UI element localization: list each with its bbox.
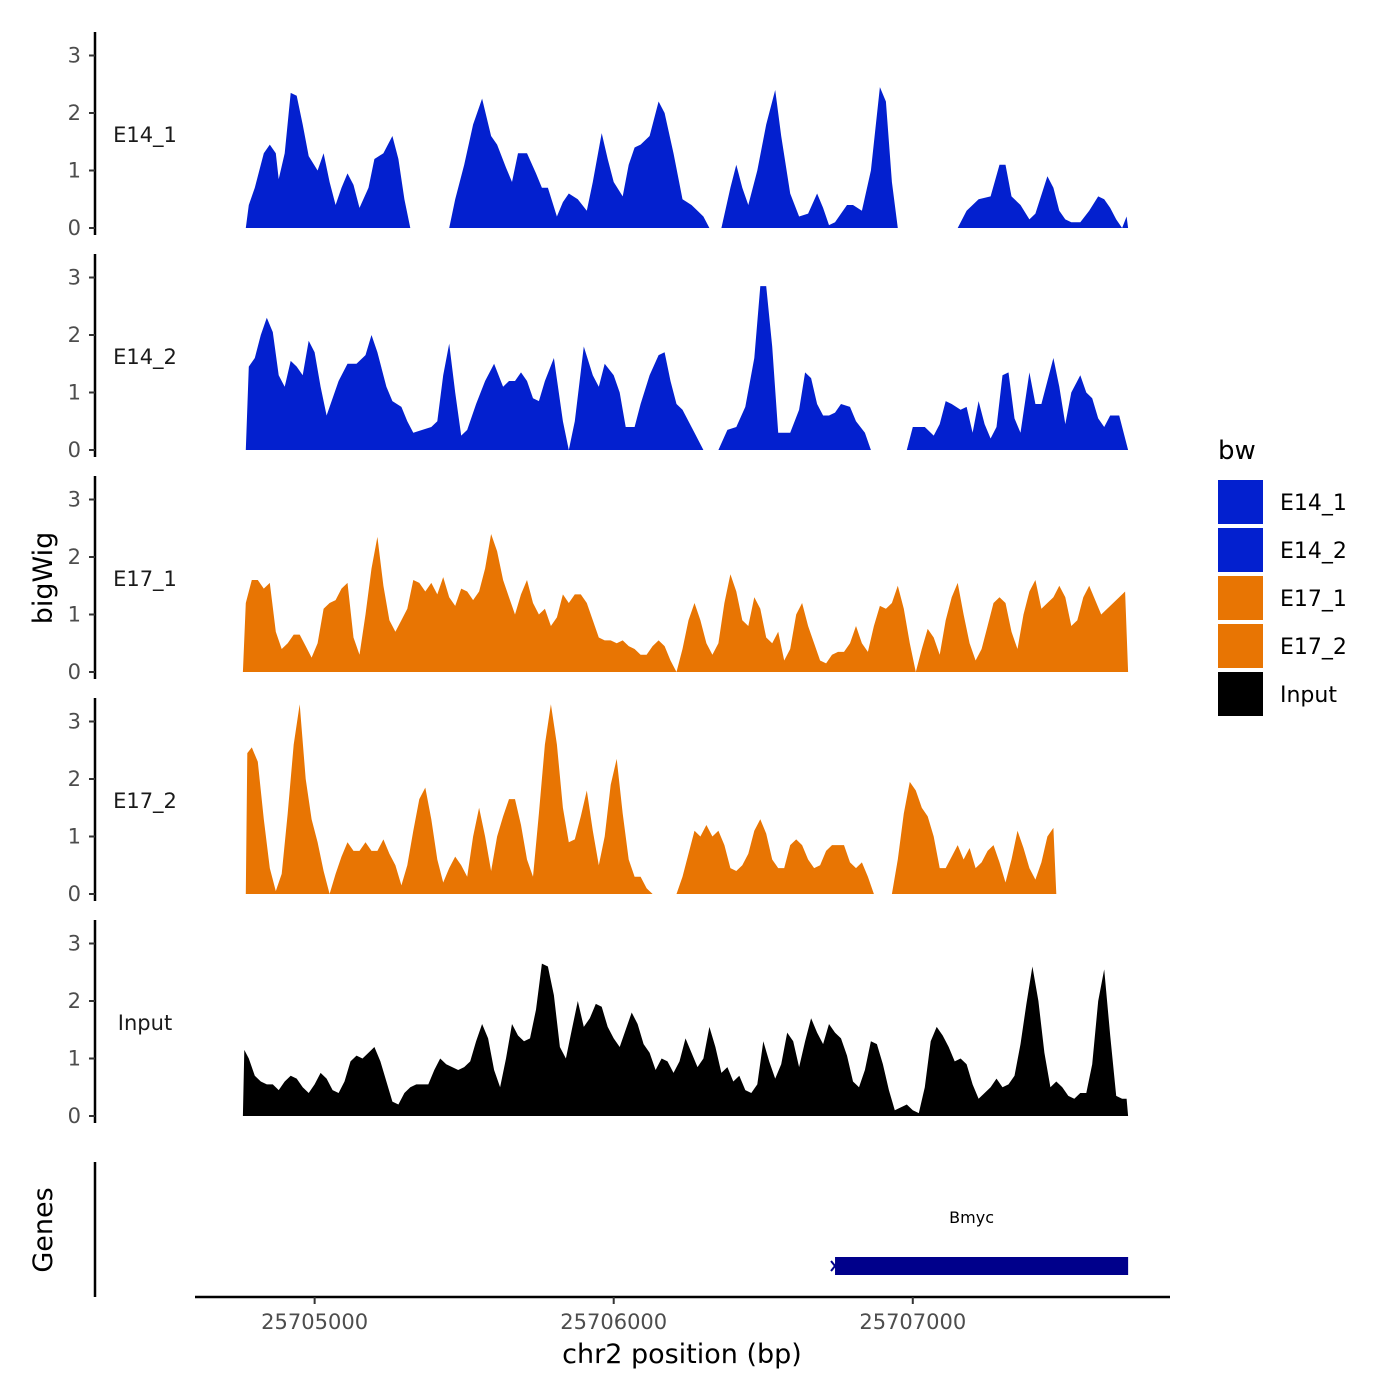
gene-label: Bmyc — [949, 1208, 994, 1227]
coverage-area — [245, 317, 704, 450]
y-tick-label: 2 — [68, 545, 81, 569]
coverage-tracks: 0 1 2 3 E14_1 0 1 2 3 E14_2 0 1 2 3 E17_1 0 1 2 3 E17_2 0 1 2 3… — [68, 32, 1129, 1128]
x-axis-title: chr2 position (bp) — [562, 1339, 802, 1370]
track-Input: 0 1 2 3 Input — [68, 920, 1129, 1128]
track-E14_2: 0 1 2 3 E14_2 — [68, 254, 1129, 462]
coverage-area — [957, 164, 1129, 228]
y-tick-label: 3 — [68, 932, 81, 956]
y-tick-label: 3 — [68, 44, 81, 68]
coverage-area — [245, 92, 411, 229]
gene-Bmyc: Bmyc — [830, 1208, 1129, 1275]
y-tick-label: 0 — [68, 660, 81, 684]
x-tick-label: 25706000 — [560, 1310, 667, 1334]
coverage-area — [721, 87, 898, 228]
legend-item-E17_1: E17_1 — [1218, 576, 1347, 620]
legend-label: Input — [1280, 683, 1337, 708]
y-tick-label: 1 — [68, 1047, 81, 1071]
y-tick-label: 0 — [68, 1104, 81, 1128]
y-tick-label: 1 — [68, 159, 81, 183]
y-tick-label: 1 — [68, 603, 81, 627]
track-label: E14_1 — [113, 123, 177, 148]
legend: bw E14_1 E14_2 E17_1 E17_2 Input — [1218, 436, 1347, 716]
track-E17_1: 0 1 2 3 E17_1 — [68, 476, 1129, 684]
x-tick-label: 25707000 — [859, 1310, 966, 1334]
track-E17_2: 0 1 2 3 E17_2 — [68, 698, 1057, 906]
legend-swatch — [1218, 624, 1263, 668]
gene-body — [835, 1257, 1129, 1275]
legend-item-E17_2: E17_2 — [1218, 624, 1347, 668]
legend-item-Input: Input — [1218, 672, 1337, 716]
legend-item-E14_2: E14_2 — [1218, 528, 1347, 572]
legend-label: E17_1 — [1280, 587, 1347, 612]
genes-axis-title: Genes — [28, 1187, 59, 1272]
coverage-area — [242, 534, 1129, 672]
genes-panel: Bmyc — [93, 1162, 1129, 1297]
coverage-area — [245, 704, 653, 894]
legend-swatch — [1218, 480, 1263, 524]
y-tick-label: 2 — [68, 101, 81, 125]
y-axis-title: bigWig — [28, 532, 59, 625]
legend-title: bw — [1218, 436, 1256, 466]
legend-label: E14_2 — [1280, 539, 1347, 564]
legend-item-E14_1: E14_1 — [1218, 480, 1347, 524]
coverage-area — [718, 286, 871, 450]
legend-label: E17_2 — [1280, 635, 1347, 660]
x-tick-label: 25705000 — [261, 1310, 368, 1334]
coverage-area — [906, 358, 1129, 450]
track-label: Input — [118, 1011, 172, 1035]
track-label: E14_2 — [113, 345, 177, 370]
x-axis: 25705000 25706000 25707000 — [195, 1295, 1170, 1334]
coverage-area — [242, 963, 1129, 1116]
legend-swatch — [1218, 576, 1263, 620]
gene-strand-marker — [830, 1260, 840, 1272]
y-tick-label: 0 — [68, 438, 81, 462]
y-tick-label: 2 — [68, 767, 81, 791]
coverage-area — [891, 781, 1057, 894]
coverage-area — [449, 98, 710, 228]
y-tick-label: 2 — [68, 323, 81, 347]
y-tick-label: 0 — [68, 216, 81, 240]
y-tick-label: 1 — [68, 381, 81, 405]
y-tick-label: 3 — [68, 266, 81, 290]
y-tick-label: 3 — [68, 710, 81, 734]
y-tick-label: 2 — [68, 989, 81, 1013]
track-label: E17_1 — [113, 567, 177, 592]
coverage-area — [676, 819, 874, 894]
legend-swatch — [1218, 528, 1263, 572]
track-E14_1: 0 1 2 3 E14_1 — [68, 32, 1129, 240]
y-tick-label: 0 — [68, 882, 81, 906]
legend-label: E14_1 — [1280, 491, 1347, 516]
legend-swatch — [1218, 672, 1263, 716]
y-tick-label: 1 — [68, 825, 81, 849]
y-tick-label: 3 — [68, 488, 81, 512]
track-label: E17_2 — [113, 789, 177, 814]
